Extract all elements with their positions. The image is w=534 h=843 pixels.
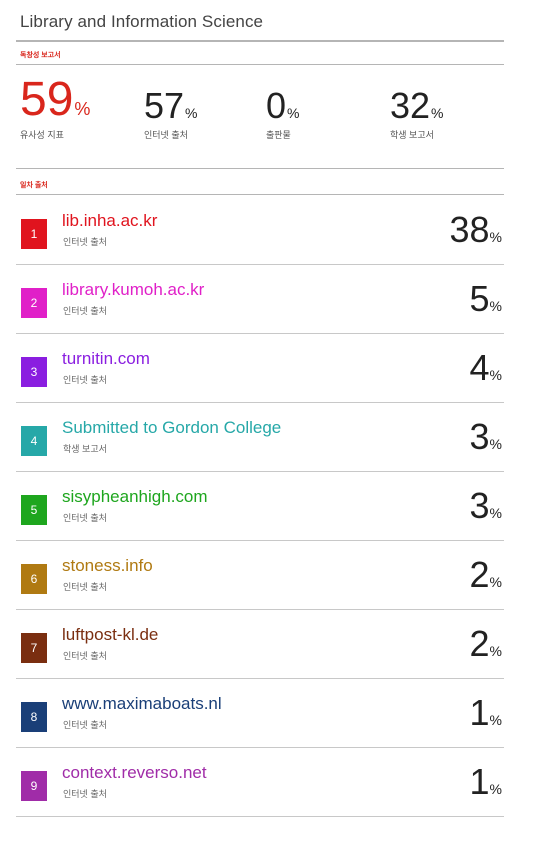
source-percent: 1% (470, 764, 502, 800)
source-name[interactable]: context.reverso.net (62, 763, 207, 782)
source-percent-value: 38 (449, 209, 490, 250)
source-name[interactable]: www.maximaboats.nl (62, 694, 222, 713)
summary-section-label: 독창성 보고서 (20, 52, 61, 59)
publications-value: 0 (266, 85, 287, 126)
source-name[interactable]: lib.inha.ac.kr (62, 211, 158, 230)
source-percent-unit: % (489, 712, 502, 728)
student-papers-unit: % (431, 105, 444, 121)
source-row: 2 library.kumoh.ac.kr 인터넷 출처 5% (16, 265, 504, 334)
similarity-index-label: 유사성 지표 (20, 130, 64, 140)
publications-label: 출판물 (266, 130, 291, 140)
source-percent: 2% (470, 557, 502, 593)
similarity-index: 59% 유사성 지표 (20, 76, 90, 141)
source-divider (16, 471, 504, 472)
source-divider (16, 402, 504, 403)
source-row: 1 lib.inha.ac.kr 인터넷 출처 38% (16, 196, 504, 265)
source-rank-badge: 1 (21, 219, 47, 249)
source-percent-value: 3 (469, 485, 490, 526)
source-percent-unit: % (489, 367, 502, 383)
source-percent-value: 2 (469, 623, 490, 664)
source-percent: 1% (470, 695, 502, 731)
source-divider (16, 333, 504, 334)
internet-sources-label: 인터넷 출처 (144, 130, 188, 140)
source-type: 인터넷 출처 (63, 375, 107, 385)
source-row: 3 turnitin.com 인터넷 출처 4% (16, 334, 504, 403)
source-divider (16, 609, 504, 610)
source-percent: 3% (470, 488, 502, 524)
sources-label-divider (16, 194, 504, 195)
source-row: 8 www.maximaboats.nl 인터넷 출처 1% (16, 679, 504, 748)
source-name[interactable]: stoness.info (62, 556, 153, 575)
source-rank-badge: 5 (21, 495, 47, 525)
student-papers-stat: 32% 학생 보고서 (390, 88, 444, 141)
source-row: 7 luftpost-kl.de 인터넷 출처 2% (16, 610, 504, 679)
source-name[interactable]: turnitin.com (62, 349, 150, 368)
similarity-summary: 59% 유사성 지표 57% 인터넷 출처 0% 출판물 32% 학생 보고서 (20, 76, 504, 156)
internet-sources-value: 57 (144, 85, 185, 126)
source-name[interactable]: Submitted to Gordon College (62, 418, 282, 437)
source-percent-value: 4 (469, 347, 490, 388)
source-rank-badge: 2 (21, 288, 47, 318)
similarity-index-value: 59 (20, 73, 74, 126)
publications-stat: 0% 출판물 (266, 88, 299, 141)
source-row: 9 context.reverso.net 인터넷 출처 1% (16, 748, 504, 817)
source-type: 인터넷 출처 (63, 789, 107, 799)
source-percent-unit: % (489, 436, 502, 452)
source-type: 학생 보고서 (63, 444, 107, 454)
source-percent-unit: % (489, 505, 502, 521)
source-rank-badge: 7 (21, 633, 47, 663)
title-divider (16, 40, 504, 42)
source-name[interactable]: luftpost-kl.de (62, 625, 159, 644)
source-type: 인터넷 출처 (63, 651, 107, 661)
source-rank-badge: 9 (21, 771, 47, 801)
source-rank-badge: 6 (21, 564, 47, 594)
student-papers-value: 32 (390, 85, 431, 126)
source-percent: 38% (450, 212, 503, 248)
internet-sources-stat: 57% 인터넷 출처 (144, 88, 198, 141)
source-type: 인터넷 출처 (63, 306, 107, 316)
sources-section-label: 일차 출처 (20, 182, 48, 189)
source-percent-value: 1 (469, 761, 490, 802)
source-percent-value: 1 (469, 692, 490, 733)
summary-divider (16, 64, 504, 65)
source-percent: 2% (470, 626, 502, 662)
source-divider (16, 816, 504, 817)
source-rank-badge: 3 (21, 357, 47, 387)
source-type: 인터넷 출처 (63, 237, 107, 247)
source-divider (16, 264, 504, 265)
source-divider (16, 540, 504, 541)
source-percent: 4% (470, 350, 502, 386)
source-type: 인터넷 출처 (63, 582, 107, 592)
source-percent-unit: % (489, 298, 502, 314)
source-percent: 3% (470, 419, 502, 455)
source-type: 인터넷 출처 (63, 513, 107, 523)
source-name[interactable]: sisypheanhigh.com (62, 487, 208, 506)
source-row: 4 Submitted to Gordon College 학생 보고서 3% (16, 403, 504, 472)
publications-unit: % (287, 105, 300, 121)
source-percent-value: 3 (469, 416, 490, 457)
source-rank-badge: 8 (21, 702, 47, 732)
sources-top-divider (16, 168, 504, 169)
source-name[interactable]: library.kumoh.ac.kr (62, 280, 205, 299)
source-rank-badge: 4 (21, 426, 47, 456)
source-divider (16, 678, 504, 679)
source-row: 6 stoness.info 인터넷 출처 2% (16, 541, 504, 610)
source-percent-value: 5 (469, 278, 490, 319)
source-percent: 5% (470, 281, 502, 317)
internet-sources-unit: % (185, 105, 198, 121)
source-type: 인터넷 출처 (63, 720, 107, 730)
source-percent-value: 2 (469, 554, 490, 595)
source-percent-unit: % (489, 781, 502, 797)
source-divider (16, 747, 504, 748)
source-percent-unit: % (489, 574, 502, 590)
source-row: 5 sisypheanhigh.com 인터넷 출처 3% (16, 472, 504, 541)
student-papers-label: 학생 보고서 (390, 130, 434, 140)
similarity-index-unit: % (74, 99, 91, 119)
source-percent-unit: % (489, 229, 502, 245)
document-title: Library and Information Science (20, 12, 264, 31)
source-percent-unit: % (489, 643, 502, 659)
